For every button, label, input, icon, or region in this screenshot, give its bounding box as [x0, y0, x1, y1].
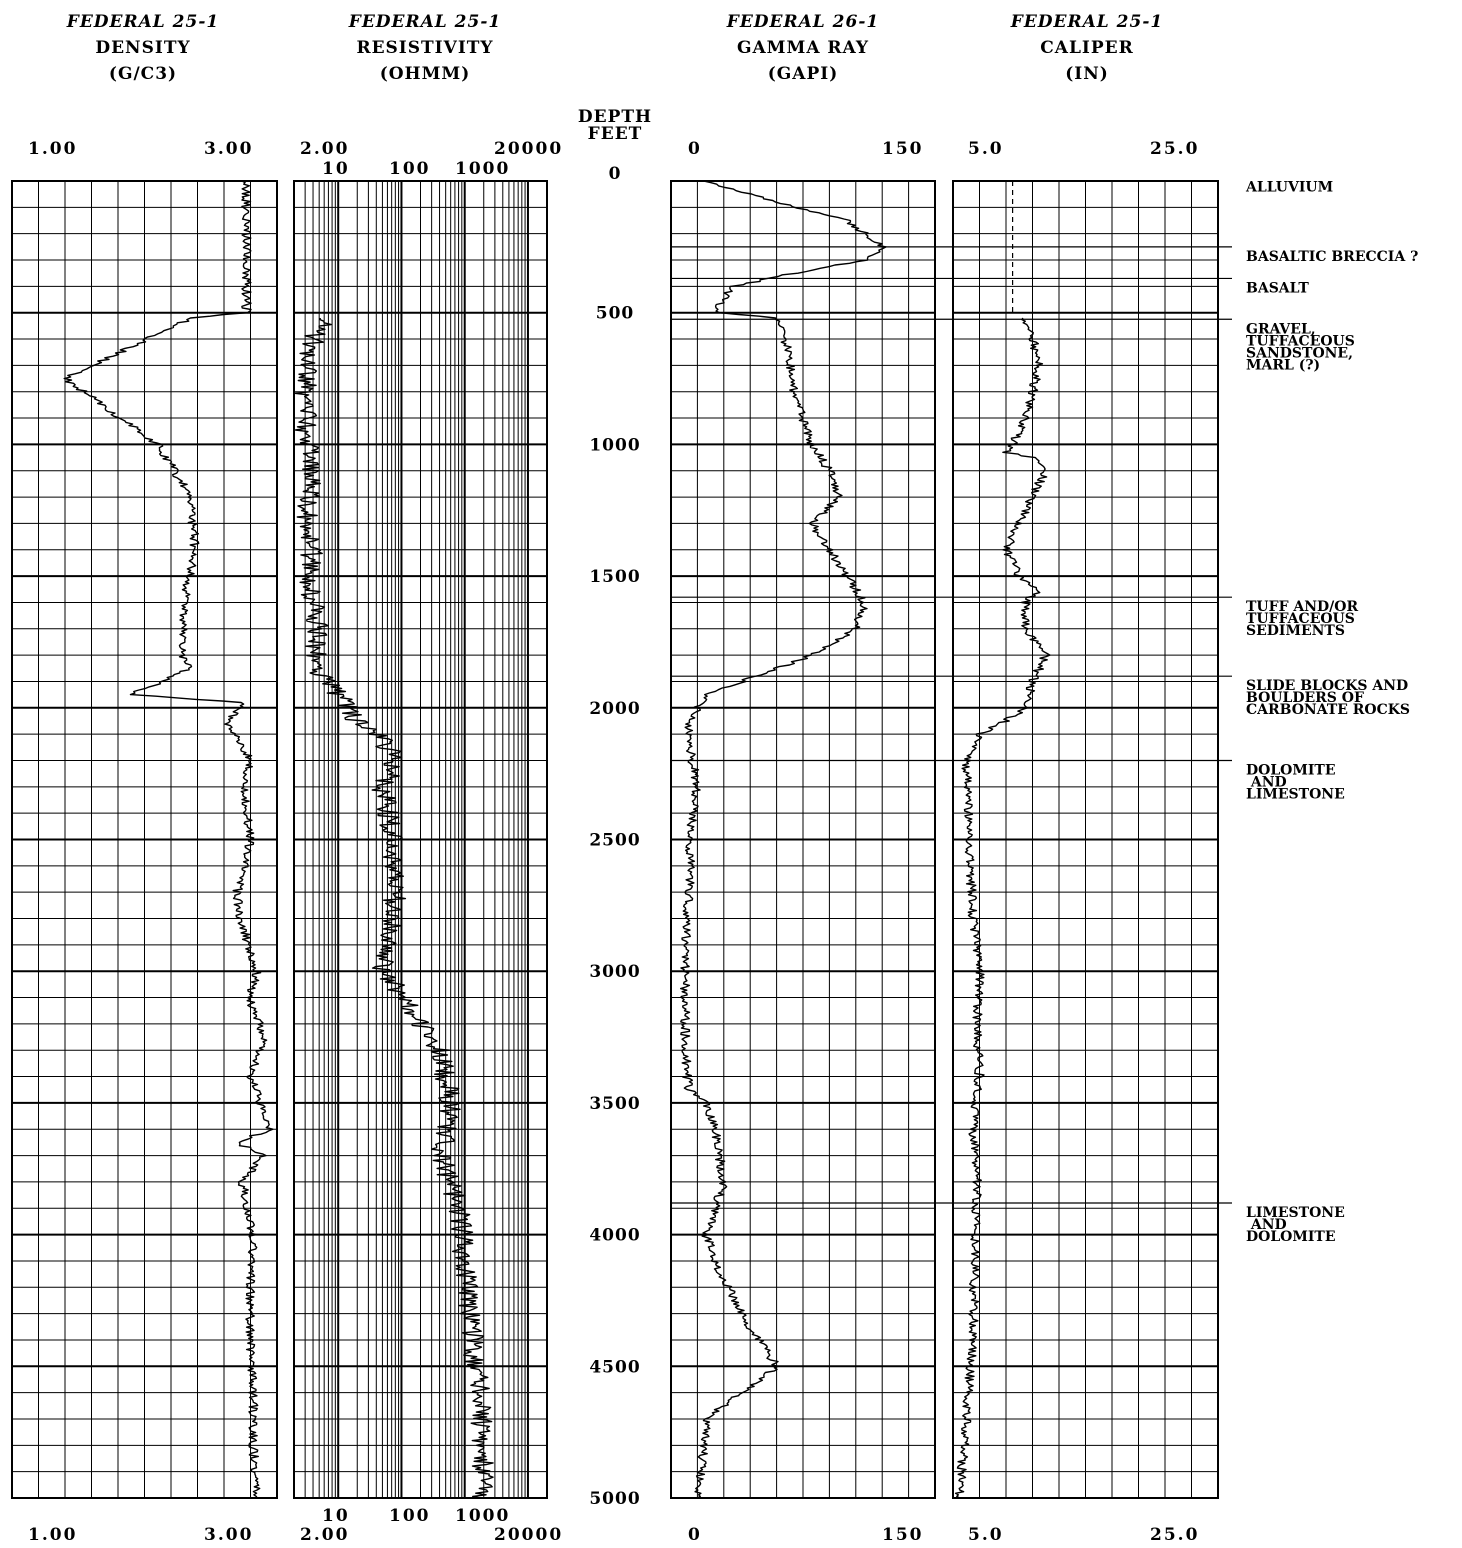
caliper-title: CALIPER: [1040, 38, 1134, 58]
resistivity-decade-10-top: 10: [322, 159, 350, 179]
resistivity-decade-10-bottom: 10: [322, 1506, 350, 1526]
depth-tick-label: 0: [609, 164, 622, 184]
depth-tick-labels: 0 500 1000 1500 2000 2500 3000 3500 4000 4500 5000: [589, 164, 640, 1509]
depth-tick-label: 1000: [589, 435, 640, 455]
depth-axis-title-line1: DEPTH: [578, 107, 652, 127]
track-frame: [670, 180, 936, 1499]
gamma-scale-left-bottom: 0: [688, 1525, 702, 1545]
caliper-scale-right-bottom: 25.0: [1150, 1525, 1199, 1545]
gamma-header: FEDERAL 26-1 GAMMA RAY (GAPI): [726, 12, 879, 84]
density-curve: [63, 180, 274, 1499]
lithology-column: ALLUVIUM BASALTIC BRECCIA ? BASALT GRAVEL, T…: [671, 180, 1418, 1245]
lithology-label: BASALTIC BRECCIA ?: [1246, 249, 1418, 265]
track-frame: [952, 180, 1219, 1499]
caliper-unit: (IN): [1065, 64, 1109, 84]
resistivity-decade-100-top: 100: [389, 159, 431, 179]
depth-axis: DEPTH FEET 0 500 1000 1500 2000 2500 3000 3500 4…: [578, 107, 652, 1509]
caliper-header: FEDERAL 25-1 CALIPER (IN): [1010, 12, 1163, 84]
resistivity-well-name: FEDERAL 25-1: [348, 12, 501, 32]
resistivity-decade-1000-top: 1000: [455, 159, 510, 179]
resistivity-decade-1000-bottom: 1000: [455, 1506, 510, 1526]
gamma-scale-right-bottom: 150: [882, 1525, 924, 1545]
depth-tick-label: 2000: [589, 699, 640, 719]
resistivity-unit: (OHMM): [380, 64, 471, 84]
caliper-scale-left-bottom: 5.0: [968, 1525, 1004, 1545]
track-frame: [11, 180, 278, 1499]
density-well-name: FEDERAL 25-1: [66, 12, 219, 32]
depth-tick-label: 1500: [589, 567, 640, 587]
resistivity-scale-right-top: 20000: [494, 139, 563, 159]
resistivity-scale-left-bottom: 2.00: [300, 1525, 349, 1545]
caliper-scale-left-top: 5.0: [968, 139, 1004, 159]
caliper-track: [952, 180, 1219, 1499]
gamma-scale-left-top: 0: [688, 139, 702, 159]
lithology-label: BASALT: [1246, 280, 1309, 296]
density-header: FEDERAL 25-1 DENSITY (G/C3): [66, 12, 219, 84]
gamma-title: GAMMA RAY: [737, 38, 869, 58]
lithology-label: ALLUVIUM: [1245, 180, 1333, 196]
lithology-label: TUFF AND/OR TUFFACEOUS SEDIMENTS: [1246, 599, 1358, 639]
resistivity-scale-right-bottom: 20000: [494, 1525, 563, 1545]
depth-tick-label: 3500: [589, 1094, 640, 1114]
density-title: DENSITY: [95, 38, 190, 58]
depth-tick-label: 2500: [589, 831, 640, 851]
resistivity-title: RESISTIVITY: [356, 38, 493, 58]
depth-tick-label: 500: [596, 304, 635, 324]
density-scale-right-top: 3.00: [204, 139, 253, 159]
depth-tick-label: 4000: [589, 1226, 640, 1246]
gamma-well-name: FEDERAL 26-1: [726, 12, 879, 32]
depth-axis-title-line2: FEET: [588, 124, 643, 144]
resistivity-header: FEDERAL 25-1 RESISTIVITY (OHMM): [348, 12, 501, 84]
depth-tick-label: 3000: [589, 962, 640, 982]
gamma-scale-right-top: 150: [882, 139, 924, 159]
resistivity-curve: [294, 317, 494, 1499]
gamma-ray-curve: [680, 180, 887, 1499]
density-unit: (G/C3): [109, 64, 177, 84]
gamma-ray-track: [670, 180, 936, 1499]
density-scale-left-top: 1.00: [28, 139, 77, 159]
lithology-label: LIMESTONE AND DOLOMITE: [1246, 1205, 1345, 1245]
density-scale-right-bottom: 3.00: [204, 1525, 253, 1545]
resistivity-decade-100-bottom: 100: [389, 1506, 431, 1526]
track-frame: [293, 180, 548, 1499]
caliper-scale-right-top: 25.0: [1150, 139, 1199, 159]
caliper-curve: [954, 317, 1051, 1499]
density-scale-left-bottom: 1.00: [28, 1525, 77, 1545]
density-track: [11, 180, 278, 1499]
caliper-well-name: FEDERAL 25-1: [1010, 12, 1163, 32]
lithology-label: SLIDE BLOCKS AND BOULDERS OF CARBONATE ROC…: [1246, 678, 1410, 718]
gamma-unit: (GAPI): [768, 64, 839, 84]
lithology-label: DOLOMITE AND LIMESTONE: [1246, 762, 1345, 802]
resistivity-scale-left-top: 2.00: [300, 139, 349, 159]
depth-tick-label: 5000: [589, 1489, 640, 1509]
lithology-label: GRAVEL, TUFFACEOUS SANDSTONE, MARL (?): [1246, 321, 1355, 373]
depth-tick-label: 4500: [589, 1357, 640, 1377]
resistivity-track: [293, 180, 548, 1499]
